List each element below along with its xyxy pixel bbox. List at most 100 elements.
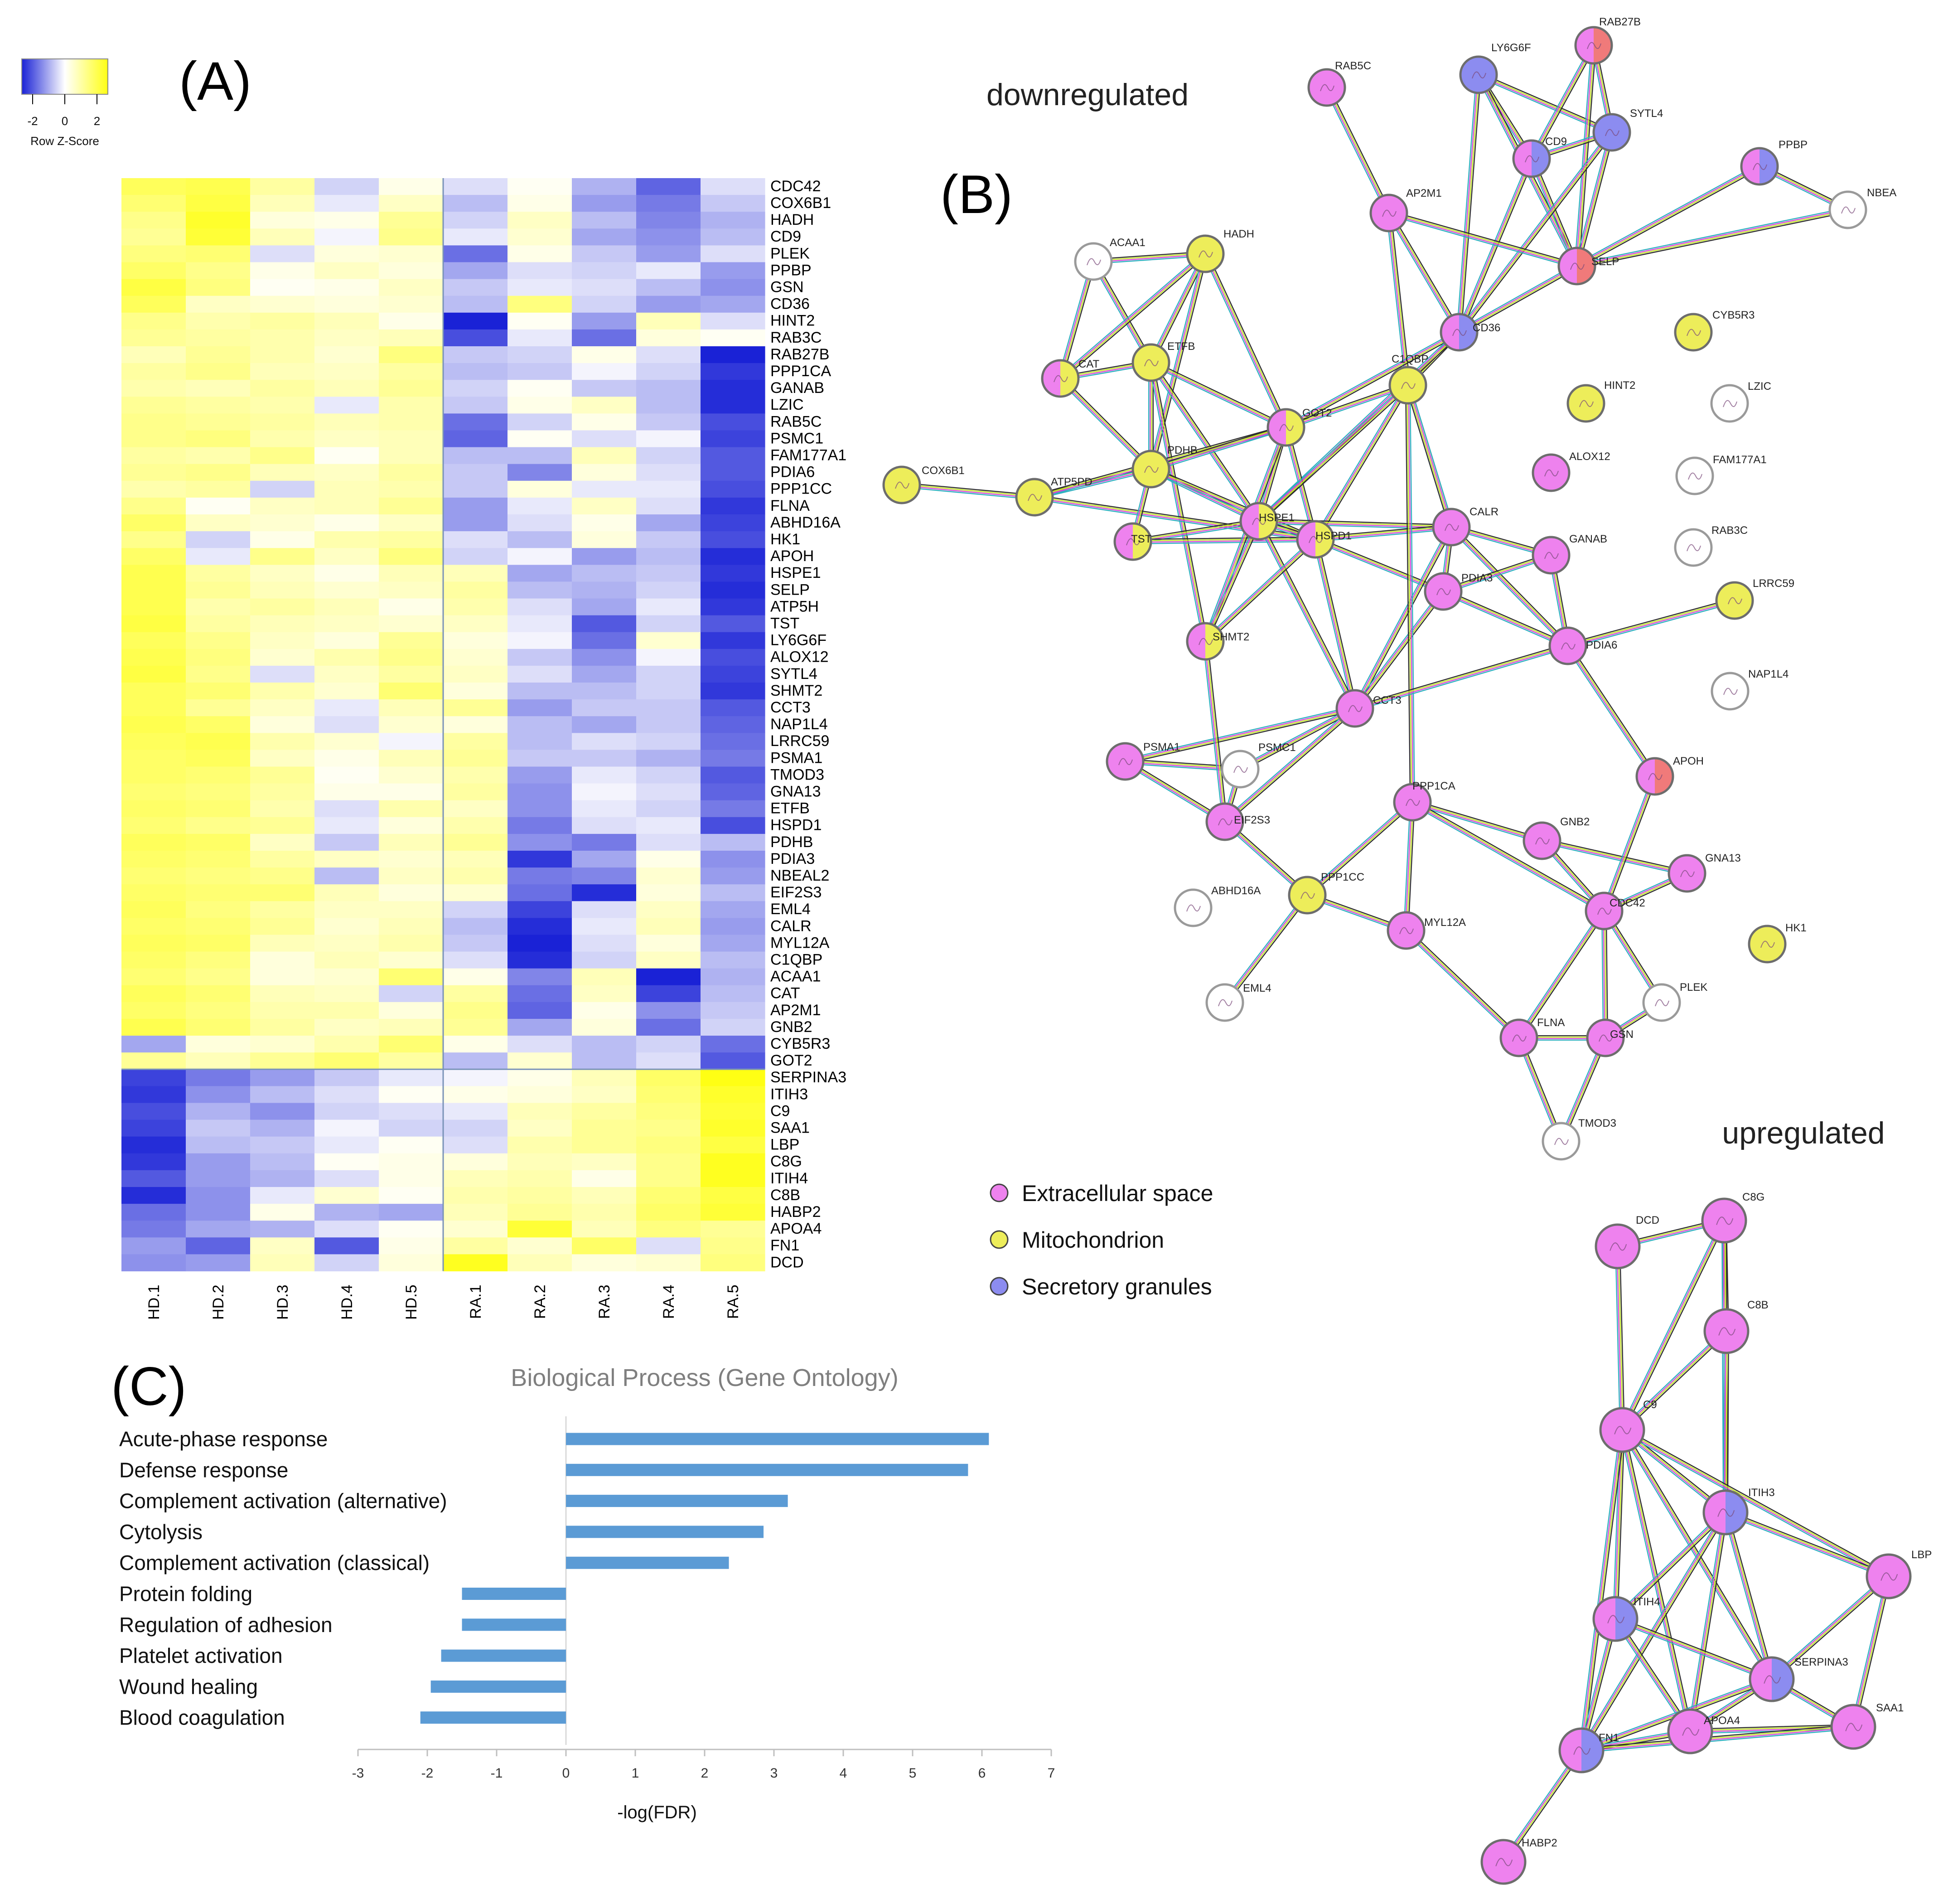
network-node-circle: [1832, 1705, 1875, 1749]
heatmap-cell: [636, 346, 701, 363]
network-edge: [1614, 1511, 1726, 1619]
network-edge: [1456, 74, 1477, 333]
heatmap-cell: [701, 1103, 765, 1120]
heatmap-cell: [508, 363, 572, 380]
heatmap-cell: [250, 1187, 315, 1204]
network-edge: [1257, 330, 1458, 520]
heatmap-cell: [250, 716, 315, 733]
network-edge: [1059, 378, 1151, 470]
network-edge: [1239, 707, 1355, 769]
network-edge: [1205, 640, 1226, 823]
heatmap-cell: [379, 279, 444, 296]
network-edge: [1058, 252, 1205, 378]
heatmap-cell: [701, 514, 765, 532]
network-node-circle: [1675, 314, 1711, 350]
heatmap-cell: [572, 212, 637, 229]
network-edge: [1148, 363, 1258, 523]
network-edge: [1222, 893, 1306, 1002]
network-node-circle: [1394, 784, 1431, 820]
heatmap-cell: [314, 346, 379, 363]
heatmap-cell: [701, 1019, 765, 1036]
heatmap-cell: [121, 262, 186, 280]
network-edge: [1150, 425, 1286, 468]
network-edge: [1206, 540, 1318, 644]
heatmap-cell: [508, 632, 572, 649]
heatmap-cell: [572, 245, 637, 263]
heatmap-cell: [379, 178, 444, 195]
network-node-ring: [1106, 742, 1145, 781]
network-node: MYL12A: [1387, 911, 1466, 950]
network-node-label: DCD: [1636, 1214, 1659, 1226]
heatmap-cell: [379, 1103, 444, 1120]
heatmap-row-label: ETFB: [770, 800, 810, 817]
heatmap-row-label: PSMA1: [770, 749, 822, 766]
heatmap-cell: [443, 1237, 508, 1255]
heatmap-cell: [508, 649, 572, 666]
network-edge: [1125, 710, 1356, 764]
network-node-structure: [1512, 1034, 1527, 1042]
heatmap-cell: [379, 380, 444, 397]
heatmap-cell: [186, 195, 251, 212]
heatmap-cell: [121, 817, 186, 834]
heatmap-cell: [250, 1002, 315, 1019]
network-node-structure: [1554, 1138, 1569, 1145]
network-node-ring: [1499, 1018, 1538, 1057]
heatmap-cell: [443, 833, 508, 851]
heatmap-cell: [314, 649, 379, 666]
heatmap-cell: [186, 716, 251, 733]
network-edge: [1411, 802, 1605, 912]
heatmap-cell: [186, 548, 251, 565]
network-node-half: [1532, 140, 1550, 177]
network-edge: [1581, 1429, 1624, 1751]
heatmap-cell: [186, 1086, 251, 1104]
heatmap-cell: [186, 800, 251, 818]
heatmap-cell: [250, 245, 315, 263]
network-node-half: [1759, 148, 1778, 184]
heatmap-cell: [508, 1187, 572, 1204]
heatmap-cell: [508, 918, 572, 935]
network-edge: [1687, 1512, 1724, 1732]
network-node-structure: [1445, 523, 1459, 531]
network-node-label: C1QBP: [1392, 353, 1428, 365]
heatmap-cell: [701, 867, 765, 885]
bar: [462, 1588, 566, 1600]
heatmap-row-label: ACAA1: [770, 968, 821, 985]
network-node-circle: [1594, 114, 1630, 150]
network-node-structure: [1753, 163, 1767, 170]
network-edge: [1520, 911, 1607, 1040]
network-node-label: COX6B1: [922, 465, 965, 477]
network-node-label: TMOD3: [1578, 1117, 1616, 1129]
heatmap-cell: [508, 884, 572, 901]
network-edge: [1204, 538, 1316, 642]
network-edge: [1615, 1512, 1727, 1620]
network-node-structure: [1587, 42, 1601, 49]
network-edge: [1622, 1429, 1890, 1576]
heatmap-cell: [121, 918, 186, 935]
heatmap-cell: [314, 1221, 379, 1238]
network-node-label: AP2M1: [1406, 187, 1442, 199]
network-edge: [1451, 526, 1569, 646]
network-edge: [1203, 641, 1223, 823]
heatmap-row-label: PDHB: [770, 833, 813, 851]
heatmap-cell: [121, 683, 186, 700]
heatmap-row-label: CCT3: [770, 699, 811, 716]
network-edge: [1356, 592, 1446, 711]
heatmap-cell: [379, 1052, 444, 1070]
network-node-structure: [1764, 1675, 1781, 1684]
network-node: PSMC1: [1221, 741, 1296, 789]
network-edge: [1566, 645, 1655, 778]
network-edge: [1412, 799, 1543, 839]
heatmap-cell: [572, 1153, 637, 1171]
network-node-label: PPP1CC: [1321, 871, 1364, 883]
network-node-circle: [1501, 1020, 1537, 1056]
heatmap-cell: [186, 1254, 251, 1272]
heatmap-cell: [186, 598, 251, 616]
heatmap-cell: [250, 699, 315, 717]
heatmap-cell: [186, 1237, 251, 1255]
network-node-structure: [1320, 84, 1334, 92]
heatmap-cell: [121, 1136, 186, 1154]
network-node-circle: [1371, 195, 1407, 231]
network-node-structure: [1199, 250, 1213, 258]
heatmap-cell: [572, 581, 637, 599]
network-node-circle: [1550, 628, 1586, 664]
